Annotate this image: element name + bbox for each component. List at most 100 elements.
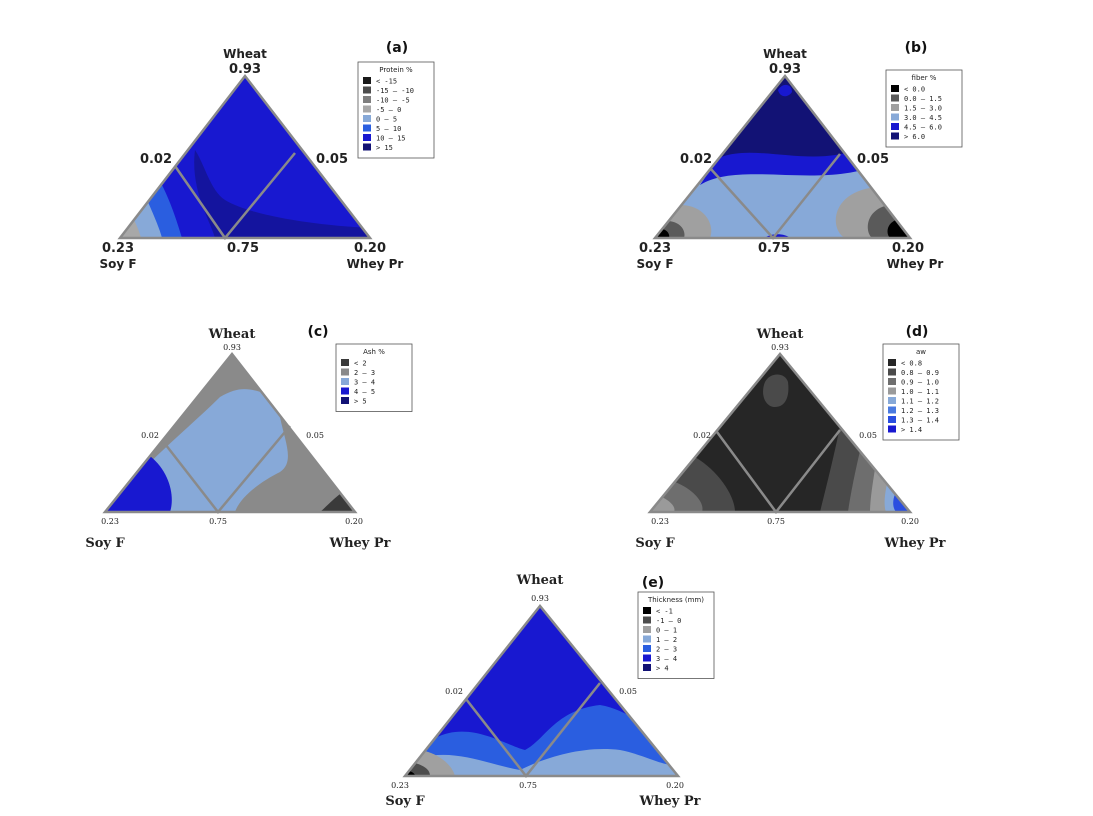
- legend-swatch: [891, 104, 899, 111]
- legend-swatch: [363, 134, 371, 141]
- subregion-outline-b: [709, 153, 841, 240]
- panel-label: (c): [307, 324, 328, 340]
- vertex-value-top: 0.93: [531, 594, 549, 603]
- vertex-value-top: 0.93: [771, 343, 789, 352]
- vertex-value-right: 0.20: [892, 241, 924, 256]
- edge-value-left: 0.02: [445, 687, 463, 696]
- legend-swatch: [888, 359, 896, 366]
- legend-swatch: [888, 406, 896, 414]
- vertex-value-left: 0.23: [651, 517, 669, 526]
- triangle-outline-b: [652, 73, 913, 240]
- legend-entry-label: 1.2 – 1.3: [901, 407, 939, 415]
- legend-swatch: [891, 123, 899, 130]
- legend-swatch: [643, 664, 651, 671]
- triangle-outline-e: [402, 604, 681, 778]
- edge-value-bottom: 0.75: [519, 781, 537, 790]
- legend-swatch: [643, 616, 651, 624]
- legend-swatch: [891, 132, 899, 140]
- panel-c: Wheat 0.93 0.02 0.05 0.23 0.75 0.20 Soy …: [80, 322, 420, 562]
- legend-swatch: [888, 387, 896, 395]
- legend-title: fiber %: [912, 74, 937, 82]
- panel-d: Wheat 0.93 0.02 0.05 0.23 0.75 0.20 Soy …: [620, 322, 960, 562]
- legend-entry-label: 3 – 4: [656, 655, 677, 663]
- ternary-plot-e: Wheat 0.93 0.02 0.05 0.23 0.75 0.20 Soy …: [385, 573, 715, 809]
- legend-swatch: [363, 86, 371, 94]
- legend-swatch: [891, 113, 899, 121]
- vertex-label-right: Whey Pr: [347, 257, 404, 271]
- vertex-value-left: 0.23: [391, 781, 409, 790]
- legend-entry-label: 10 – 15: [376, 135, 406, 143]
- legend-swatch: [363, 77, 371, 84]
- legend-swatch: [888, 425, 896, 433]
- panel-b: Wheat 0.93 0.02 0.05 0.23 0.75 0.20 Soy …: [620, 40, 963, 280]
- legend-swatch: [643, 654, 651, 662]
- subregion-outline-a: [173, 152, 296, 241]
- legend-swatch: [341, 378, 349, 385]
- legend-b: fiber % < 0.00.0 – 1.5 1.5 – 3.03.0 – 4.5 4…: [885, 69, 963, 148]
- legend-swatch: [643, 626, 651, 633]
- vertex-label-left: Soy F: [99, 257, 136, 271]
- legend-entry-label: < 2: [354, 360, 367, 368]
- edge-value-left: 0.02: [680, 152, 712, 167]
- panel-e: Wheat 0.93 0.02 0.05 0.23 0.75 0.20 Soy …: [380, 570, 720, 810]
- vertex-label-right: Whey Pr: [638, 794, 700, 809]
- subregion-outline-c: [161, 425, 291, 514]
- subregion-outline-e: [465, 682, 601, 779]
- vertex-value-left: 0.23: [639, 241, 671, 256]
- legend-title: Ash %: [363, 348, 385, 356]
- legend-swatch: [363, 96, 371, 103]
- legend-swatch: [341, 397, 349, 404]
- legend-c: Ash % < 22 – 3 3 – 44 – 5 > 5: [335, 343, 413, 412]
- legend-entry-label: 0.0 – 1.5: [904, 95, 942, 103]
- edge-value-left: 0.02: [140, 152, 172, 167]
- legend-entry-label: 1.5 – 3.0: [904, 105, 942, 113]
- vertex-label-right: Whey Pr: [328, 536, 390, 551]
- panel-label: (e): [642, 575, 664, 591]
- edge-value-right: 0.05: [619, 687, 637, 696]
- edge-value-bottom: 0.75: [209, 517, 227, 526]
- legend-entry-label: -1 – 0: [656, 617, 681, 625]
- edge-value-right: 0.05: [306, 431, 324, 440]
- vertex-label-top: Wheat: [756, 327, 804, 342]
- legend-swatch: [363, 115, 371, 122]
- vertex-value-left: 0.23: [102, 241, 134, 256]
- vertex-label-right: Whey Pr: [883, 536, 945, 551]
- triangle-outline-c: [102, 351, 358, 514]
- vertex-label-top: Wheat: [516, 573, 564, 588]
- edge-value-bottom: 0.75: [227, 241, 259, 256]
- subregion-outline-d: [715, 429, 841, 515]
- legend-entry-label: 4 – 5: [354, 388, 375, 396]
- edge-value-right: 0.05: [316, 152, 348, 167]
- panel-label: (a): [386, 40, 408, 56]
- legend-swatch: [363, 143, 371, 151]
- ternary-plot-d: Wheat 0.93 0.02 0.05 0.23 0.75 0.20 Soy …: [635, 324, 960, 551]
- edge-value-right: 0.05: [859, 431, 877, 440]
- legend-entry-label: 1.0 – 1.1: [901, 388, 939, 396]
- vertex-value-right: 0.20: [354, 241, 386, 256]
- vertex-label-left: Soy F: [636, 257, 673, 271]
- vertex-value-top: 0.93: [229, 62, 261, 77]
- vertex-label-right: Whey Pr: [887, 257, 944, 271]
- vertex-label-top: Wheat: [208, 327, 256, 342]
- legend-entry-label: > 15: [376, 144, 393, 152]
- legend-swatch: [891, 94, 899, 102]
- vertex-value-right: 0.20: [901, 517, 919, 526]
- legend-entry-label: > 4: [656, 665, 669, 673]
- legend-entry-label: 3.0 – 4.5: [904, 114, 942, 122]
- legend-entry-label: > 1.4: [901, 426, 922, 434]
- legend-title: Protein %: [379, 66, 413, 74]
- legend-entry-label: > 6.0: [904, 133, 925, 141]
- legend-entry-label: 3 – 4: [354, 379, 375, 387]
- legend-entry-label: 0.8 – 0.9: [901, 369, 939, 377]
- vertex-value-right: 0.20: [666, 781, 684, 790]
- legend-entry-label: < 0.8: [901, 360, 922, 368]
- panel-label: (d): [906, 324, 929, 340]
- legend-swatch: [341, 368, 349, 376]
- legend-entry-label: 1.1 – 1.2: [901, 398, 939, 406]
- vertex-value-left: 0.23: [101, 517, 119, 526]
- legend-entry-label: > 5: [354, 398, 367, 406]
- edge-value-left: 0.02: [693, 431, 711, 440]
- vertex-value-top: 0.93: [769, 62, 801, 77]
- panel-a: Wheat 0.93 0.02 0.05 0.23 0.75 0.20 Soy …: [99, 40, 440, 280]
- legend-entry-label: < -15: [376, 78, 397, 86]
